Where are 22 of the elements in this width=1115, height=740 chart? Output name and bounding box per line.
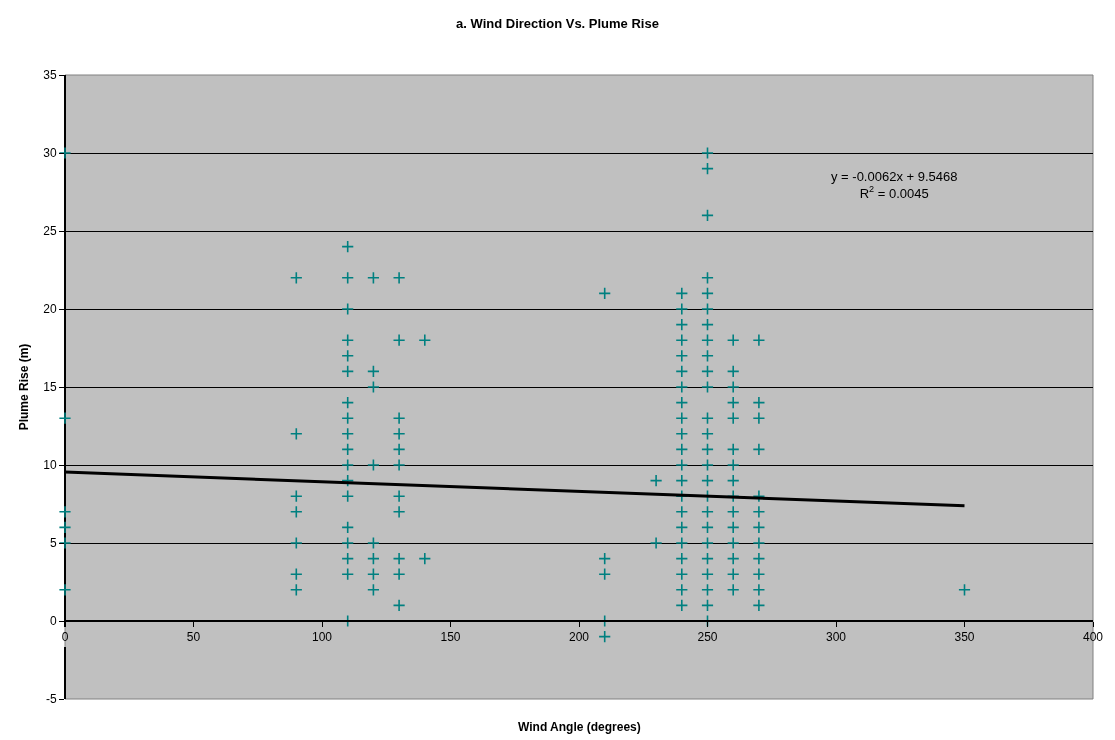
y-tick-label: 30 [43, 146, 57, 161]
x-tick-label: 0 [61, 630, 69, 645]
x-tick-label: 250 [697, 630, 718, 645]
x-tick-label: 50 [186, 630, 201, 645]
annotation: y = -0.0062x + 9.5468 R$^{2}$ = 0.0045 [831, 169, 958, 201]
x-tick-label: 150 [440, 630, 461, 645]
y-tick-label: 5 [49, 536, 57, 551]
x-tick-label: 300 [825, 630, 847, 645]
chart-title: a. Wind Direction Vs. Plume Rise [456, 15, 659, 31]
y-tick-label: 35 [43, 68, 57, 83]
y-tick-label: 20 [43, 302, 57, 317]
y-tick-label: 15 [43, 380, 57, 395]
y-tick-label: 25 [43, 224, 57, 239]
x-tick-label: 100 [311, 630, 333, 645]
x-tick-label: 200 [568, 630, 590, 645]
x-tick-label: 400 [1082, 630, 1104, 645]
y-axis-title: Plume Rise (m) [16, 343, 31, 431]
y-tick-label: -5 [45, 692, 57, 707]
x-tick-label: 350 [954, 630, 975, 645]
x-axis-title: Wind Angle (degrees) [518, 720, 641, 734]
y-tick-label: 0 [49, 614, 57, 629]
y-tick-label: 10 [43, 458, 57, 473]
